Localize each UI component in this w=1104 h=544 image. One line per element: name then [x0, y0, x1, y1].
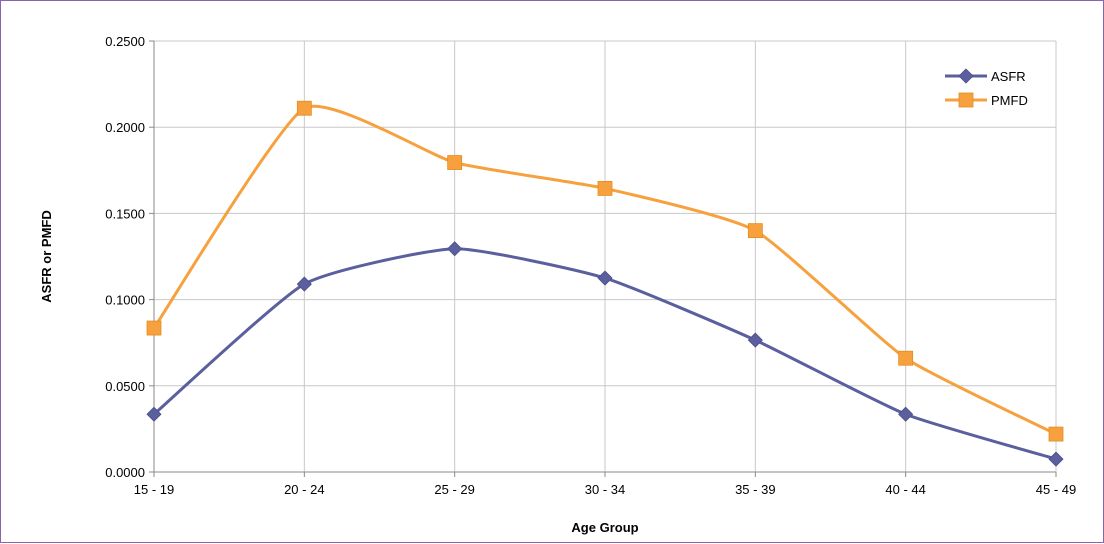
axes [149, 40, 1057, 477]
data-point-pmfd [296, 100, 312, 116]
x-tick-label: 20 - 24 [284, 482, 324, 497]
data-point-asfr [1048, 451, 1064, 467]
data-point-asfr [898, 406, 914, 422]
data-point-asfr [296, 276, 312, 292]
y-tick-label: 0.1500 [105, 206, 145, 221]
legend-label-asfr: ASFR [991, 69, 1026, 84]
data-point-pmfd [898, 350, 914, 366]
x-tick-label: 45 - 49 [1036, 482, 1076, 497]
x-tick-label: 15 - 19 [134, 482, 174, 497]
legend: ASFR PMFD [945, 68, 1028, 108]
x-tick-label: 35 - 39 [735, 482, 775, 497]
x-tick-label: 40 - 44 [885, 482, 925, 497]
x-axis-title: Age Group [571, 520, 638, 535]
data-point-asfr [597, 270, 613, 286]
x-tick-label: 30 - 34 [585, 482, 625, 497]
legend-label-pmfd: PMFD [991, 93, 1028, 108]
x-tick-label: 25 - 29 [434, 482, 474, 497]
y-tick-label: 0.0000 [105, 465, 145, 480]
legend-marker-asfr [958, 68, 974, 84]
y-axis-title: ASFR or PMFD [39, 210, 54, 302]
legend-marker-pmfd [958, 92, 974, 108]
y-tick-label: 0.1000 [105, 293, 145, 308]
data-point-asfr [747, 332, 763, 348]
data-point-pmfd [146, 320, 162, 336]
y-tick-label: 0.0500 [105, 379, 145, 394]
data-point-pmfd [447, 155, 463, 170]
data-point-pmfd [1048, 426, 1064, 442]
data-point-asfr [146, 406, 162, 422]
x-tick-labels: 15 - 19 20 - 24 25 - 29 30 - 34 35 - 39 40 - … [134, 482, 1076, 497]
y-tick-label: 0.2000 [105, 120, 145, 135]
data-point-pmfd [597, 181, 613, 196]
y-tick-label: 0.2500 [105, 34, 145, 49]
series-markers [146, 100, 1064, 467]
y-tick-labels: 0.0000 0.0500 0.1000 0.1500 0.2000 0.2500 [105, 34, 145, 480]
data-point-pmfd [747, 223, 763, 239]
gridlines [153, 40, 1057, 472]
data-point-asfr [447, 241, 463, 257]
